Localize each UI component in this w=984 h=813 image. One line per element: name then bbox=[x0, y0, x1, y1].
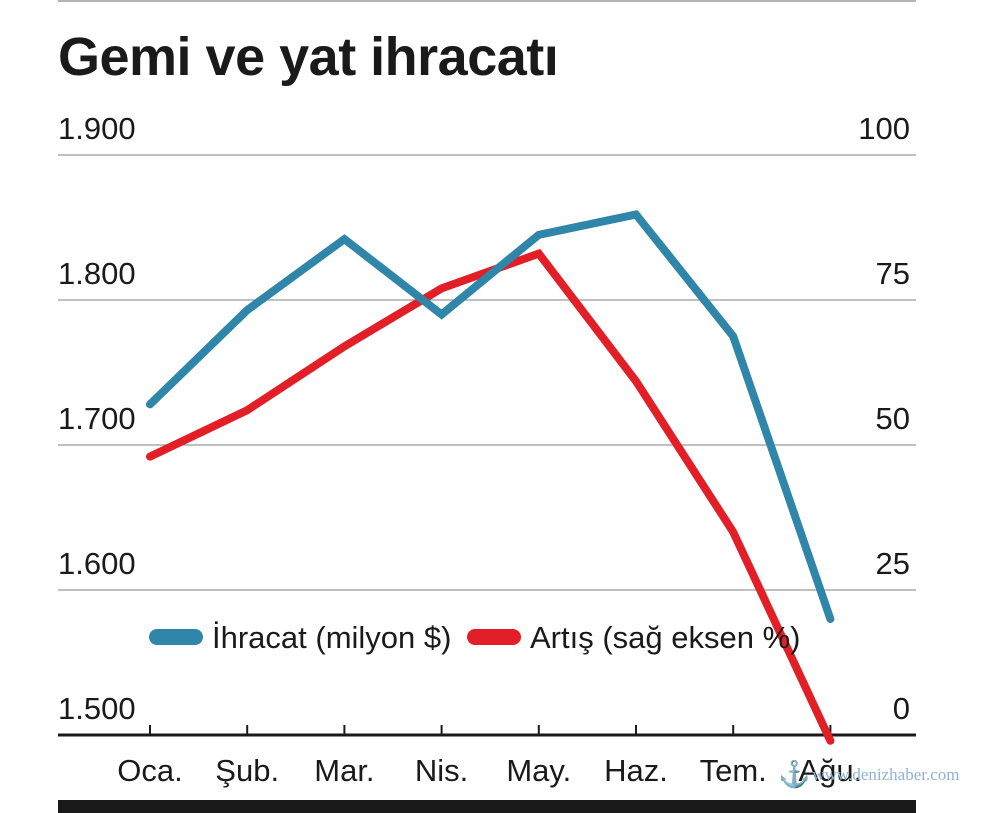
x-tick-label: Tem. bbox=[700, 753, 767, 788]
x-tick-label: Nis. bbox=[415, 753, 468, 788]
series-lines bbox=[146, 210, 835, 745]
y-right-tick-label: 75 bbox=[876, 256, 910, 291]
y-left-tick-label: 1.600 bbox=[58, 546, 136, 581]
legend-label: Artış (sağ eksen %) bbox=[530, 620, 800, 655]
y-left-tick-label: 1.800 bbox=[58, 256, 136, 291]
y-right-tick-label: 100 bbox=[858, 111, 910, 146]
anchor-icon: ⚓ bbox=[778, 760, 811, 789]
x-tick-label: Haz. bbox=[604, 753, 668, 788]
legend-label: İhracat (milyon $) bbox=[212, 620, 451, 655]
y-right-tick-label: 50 bbox=[876, 401, 910, 436]
right-axis-ticks: 0 25 50 75 100 bbox=[858, 111, 910, 726]
y-left-tick-label: 1.900 bbox=[58, 111, 136, 146]
legend: İhracat (milyon $) Artış (sağ eksen %) bbox=[149, 620, 800, 655]
watermark-text: www.denizhaber.com bbox=[812, 765, 960, 784]
x-tick-label: Şub. bbox=[215, 753, 279, 788]
left-axis-ticks: 1.500 1.600 1.700 1.800 1.900 bbox=[58, 111, 136, 726]
y-right-tick-label: 0 bbox=[893, 691, 910, 726]
chart-title: Gemi ve yat ihracatı bbox=[58, 27, 559, 87]
x-tick-label: Ağu. bbox=[799, 753, 863, 788]
series-line bbox=[146, 210, 835, 623]
top-rule bbox=[58, 0, 916, 2]
x-axis-ticks: Oca. Şub. Mar. Nis. May. Haz. Tem. Ağu. bbox=[117, 725, 862, 788]
y-left-tick-label: 1.500 bbox=[58, 691, 136, 726]
x-tick-label: Oca. bbox=[117, 753, 182, 788]
x-tick-label: Mar. bbox=[314, 753, 374, 788]
y-left-tick-label: 1.700 bbox=[58, 401, 136, 436]
bottom-bar bbox=[58, 800, 916, 813]
y-right-tick-label: 25 bbox=[876, 546, 910, 581]
x-tick-label: May. bbox=[506, 753, 571, 788]
watermark: ⚓ www.denizhaber.com bbox=[778, 762, 960, 788]
